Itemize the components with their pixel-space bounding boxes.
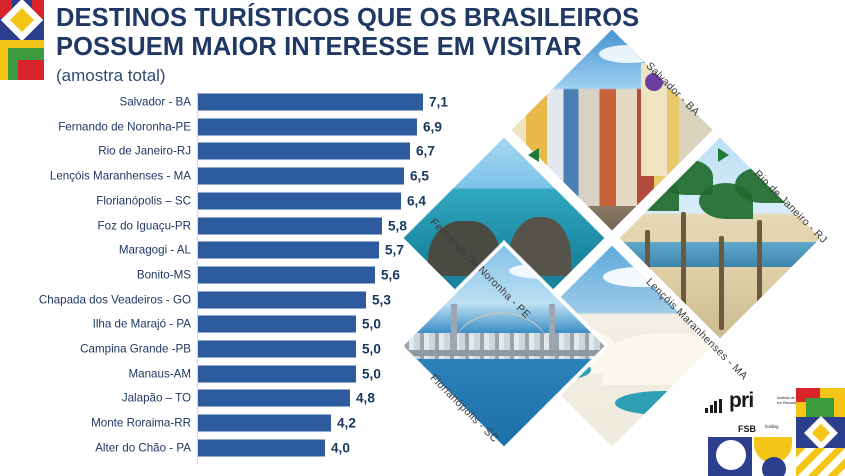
header: DESTINOS TURÍSTICOS QUE OS BRASILEIROS P…	[0, 0, 845, 88]
chart-bar	[198, 414, 331, 432]
fsb-wordmark: FSB	[738, 424, 756, 434]
title-line-1: DESTINOS TURÍSTICOS QUE OS BRASILEIROS	[56, 4, 640, 32]
fsb-mark-white-square	[752, 437, 796, 476]
chart-row: Florianópolis – SC 6,4	[0, 189, 440, 213]
page-title: DESTINOS TURÍSTICOS QUE OS BRASILEIROS P…	[56, 4, 756, 88]
chart-category-label: Lençóis Maranhenses - MA	[49, 169, 191, 183]
chart-category-label: Salvador - BA	[119, 95, 191, 109]
fsb-mark-circle	[716, 440, 746, 470]
corner-block-stripes	[796, 448, 845, 476]
chart-bar	[198, 93, 423, 111]
chart-row: Monte Roraima-RR 4,2	[0, 411, 440, 435]
chart-bar	[198, 167, 404, 185]
chart-row: Rio de Janeiro-RJ 6,7	[0, 139, 440, 163]
chart-value-label: 5,6	[381, 267, 400, 283]
chart-row: Salvador - BA 7,1	[0, 90, 448, 114]
chart-bar	[198, 266, 375, 284]
ipri-logo: pri Instituto de Pesquisa em Reputação e…	[705, 389, 817, 416]
chart-row: Manaus-AM 5,0	[0, 362, 440, 386]
chart-row: Bonito-MS 5,6	[0, 263, 440, 287]
chart-category-label: Manaus-AM	[128, 367, 192, 381]
corner-brand-icon	[796, 388, 845, 476]
photo-collage: Salvador - BA Rio de Janeiro - RJ Fernan…	[399, 25, 845, 476]
chart-row: Maragogi - AL 5,7	[0, 238, 440, 262]
chart-bar	[198, 439, 325, 457]
lagoon	[615, 391, 711, 415]
chart-bar	[198, 217, 382, 234]
chart-value-label: 6,9	[423, 119, 442, 135]
chart-row: Fernando de Noronha-PE 6,9	[0, 115, 442, 139]
chart-value-label: 5,0	[362, 341, 381, 357]
fsb-mark-blue-dot	[762, 457, 786, 476]
chart-category-label: Maragogi - AL	[118, 243, 191, 257]
fsb-mark-blue-square	[708, 437, 752, 476]
chart-value-label: 5,7	[385, 242, 404, 258]
chart-category-label: Foz do Iguaçu-PR	[97, 219, 191, 232]
brand-logo-icon	[0, 0, 44, 80]
chart-row: Jalapão – TO 4,8	[0, 386, 440, 410]
chart-value-label: 5,8	[388, 218, 407, 233]
chart-bar	[198, 291, 366, 309]
chart-value-label: 6,5	[410, 168, 429, 184]
chart-category-label: Fernando de Noronha-PE	[58, 120, 191, 134]
palm-trunk	[719, 236, 724, 331]
chart-category-label: Florianópolis – SC	[96, 194, 191, 208]
photo-florianopolis	[399, 241, 609, 451]
chart-row: Lençóis Maranhenses - MA 6,5	[0, 164, 440, 188]
bridge-cable	[451, 312, 551, 355]
bridge-deck	[407, 350, 601, 357]
chart-category-label: Monte Roraima-RR	[91, 416, 191, 430]
chart-bar	[198, 365, 356, 383]
chart-bar	[198, 340, 356, 358]
chart-bar	[198, 118, 417, 136]
fsb-sub-label: holding	[765, 424, 779, 429]
chart-row: Alter do Chão - PA 4,0	[0, 436, 440, 460]
brand-logo-bottom	[0, 40, 44, 80]
chart-category-label: Alter do Chão - PA	[95, 441, 191, 455]
chart-row: Ilha de Marajó - PA 5,0	[0, 312, 440, 336]
chart-category-label: Ilha de Marajó - PA	[92, 317, 191, 331]
chart-value-label: 5,0	[362, 316, 381, 332]
chart-category-label: Jalapão – TO	[121, 391, 191, 405]
chart-axis-line	[197, 92, 198, 464]
fsb-logo-icon	[708, 437, 796, 476]
chart-value-label: 4,0	[331, 440, 350, 456]
chart-row: Chapada dos Veadeiros - GO 5,3	[0, 288, 440, 312]
chart-value-label: 5,3	[372, 292, 391, 308]
brand-logo-top	[0, 0, 44, 40]
corner-block-top	[796, 388, 845, 417]
chart-bar	[198, 315, 356, 333]
chart-value-label: 4,8	[356, 390, 375, 406]
bar-chart: Salvador - BA 7,1 Fernando de Noronha-PE 6,…	[0, 90, 448, 472]
corner-block-middle	[796, 415, 845, 450]
chart-value-label: 4,2	[337, 415, 356, 431]
chart-value-label: 7,1	[429, 94, 448, 110]
chart-bar	[198, 192, 401, 210]
chart-value-label: 6,7	[416, 143, 435, 159]
chart-category-label: Campina Grande -PB	[80, 342, 191, 356]
accent-arrow-left-icon	[528, 148, 539, 162]
palm-trunk	[757, 220, 762, 331]
chart-bar	[198, 389, 350, 407]
chart-row: Campina Grande -PB 5,0	[0, 337, 440, 361]
fsb-logo: FSB holding	[738, 424, 798, 438]
chart-bar	[198, 142, 410, 160]
ipri-bars-icon	[705, 399, 722, 413]
chart-category-label: Bonito-MS	[136, 268, 191, 282]
corner-green	[806, 398, 834, 417]
chart-category-label: Chapada dos Veadeiros - GO	[38, 293, 191, 307]
ipri-tagline-line-1: Instituto de Pesquisa	[777, 396, 811, 400]
subtitle: (amostra total)	[56, 66, 166, 85]
chart-bar	[198, 241, 379, 259]
accent-arrow-right-icon	[718, 148, 729, 162]
ipri-wordmark: pri	[729, 389, 754, 412]
brand-logo-red-block	[18, 60, 44, 80]
chart-row: Foz do Iguaçu-PR 5,8	[0, 214, 440, 238]
title-line-2: POSSUEM MAIOR INTERESSE EM VISITAR	[56, 33, 582, 61]
chart-value-label: 5,0	[362, 366, 381, 382]
photo-tile-florianopolis	[399, 241, 609, 451]
chart-category-label: Rio de Janeiro-RJ	[98, 144, 191, 158]
chart-value-label: 6,4	[407, 193, 426, 209]
